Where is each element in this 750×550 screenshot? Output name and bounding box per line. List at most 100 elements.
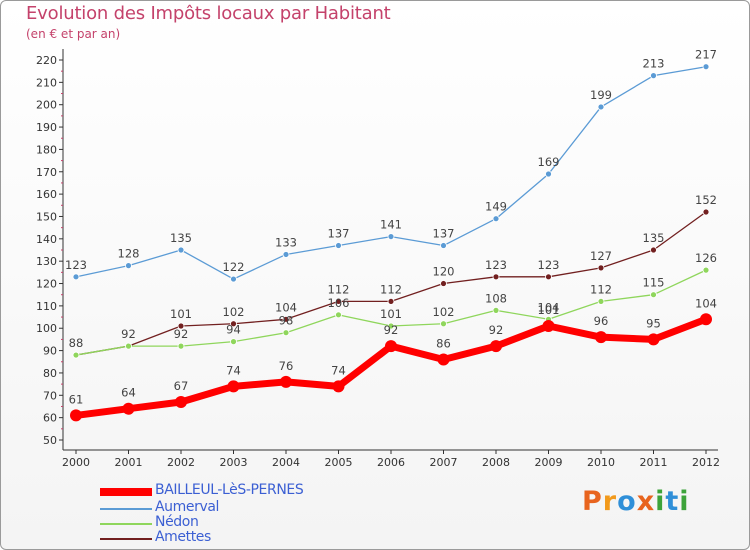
- data-point: [387, 322, 395, 330]
- data-label: 120: [433, 265, 455, 279]
- y-tick-label: 150: [36, 210, 57, 223]
- data-point: [177, 342, 185, 350]
- y-tick-label: 70: [43, 389, 57, 402]
- data-point: [702, 63, 710, 71]
- data-label: 102: [433, 305, 455, 319]
- data-label: 101: [538, 303, 560, 317]
- chart-title: Evolution des Impôts locaux par Habitant: [26, 3, 391, 24]
- data-label: 123: [485, 258, 507, 272]
- data-label: 199: [590, 88, 612, 102]
- y-tick-label: 90: [43, 345, 57, 358]
- y-tick-label: 200: [36, 99, 57, 112]
- data-point: [597, 264, 605, 272]
- data-label: 96: [594, 314, 609, 328]
- x-tick-label: 2002: [167, 456, 195, 469]
- y-tick-label: 110: [36, 300, 57, 313]
- y-tick-label: 60: [43, 412, 57, 425]
- data-label: 217: [695, 48, 717, 62]
- data-point: [335, 298, 342, 305]
- data-label: 76: [279, 359, 294, 373]
- y-tick-label: 220: [36, 54, 57, 67]
- data-point: [650, 72, 657, 80]
- data-point: [650, 246, 657, 254]
- data-label: 106: [328, 296, 350, 310]
- x-tick-label: 2005: [325, 456, 353, 469]
- data-point: [492, 273, 500, 281]
- data-point: [595, 331, 607, 344]
- x-tick-label: 2008: [482, 456, 510, 469]
- y-tick-label: 180: [36, 143, 57, 156]
- data-point: [72, 273, 80, 281]
- logo-letter: i: [655, 486, 666, 517]
- x-tick-label: 2012: [692, 456, 720, 469]
- legend-label: Aumerval: [155, 499, 220, 515]
- x-tick-label: 2010: [587, 456, 615, 469]
- legend-swatch: [100, 523, 152, 525]
- data-point: [492, 215, 500, 223]
- x-tick-label: 2011: [640, 456, 668, 469]
- x-tick-label: 2009: [535, 456, 563, 469]
- logo-letter: i: [679, 486, 690, 517]
- data-label: 137: [433, 227, 455, 241]
- data-point: [122, 402, 135, 415]
- data-point: [387, 298, 395, 305]
- data-point: [230, 320, 237, 328]
- data-label: 108: [485, 291, 507, 305]
- data-label: 112: [328, 282, 350, 296]
- data-label: 92: [489, 323, 504, 337]
- legend-label: BAILLEUL-LèS-PERNES: [155, 482, 304, 498]
- data-point: [490, 340, 502, 353]
- data-label: 213: [643, 57, 665, 71]
- data-label: 92: [384, 323, 399, 337]
- data-point: [440, 242, 447, 249]
- data-label: 74: [226, 363, 241, 377]
- data-label: 95: [646, 316, 661, 330]
- data-point: [177, 322, 185, 330]
- data-label: 104: [695, 296, 717, 310]
- data-label: 135: [643, 231, 665, 245]
- y-tick-label: 160: [36, 188, 57, 201]
- y-tick-label: 80: [43, 367, 57, 380]
- y-tick-label: 170: [36, 166, 57, 179]
- data-point: [387, 233, 395, 240]
- data-point: [282, 315, 290, 323]
- data-label: 128: [118, 247, 140, 261]
- data-label: 133: [275, 235, 297, 249]
- data-point: [335, 242, 342, 249]
- data-point: [545, 273, 552, 281]
- data-label: 86: [436, 337, 451, 351]
- y-tick-label: 50: [43, 434, 57, 447]
- data-point: [227, 380, 240, 393]
- data-label: 67: [174, 379, 189, 393]
- data-point: [597, 103, 605, 111]
- data-label: 126: [695, 251, 717, 265]
- data-point: [72, 351, 80, 359]
- data-label: 112: [380, 282, 402, 296]
- data-label: 112: [590, 282, 612, 296]
- data-point: [542, 320, 555, 332]
- legend-label: Amettes: [155, 529, 211, 545]
- data-point: [492, 306, 500, 314]
- data-point: [175, 396, 187, 408]
- data-point: [282, 329, 290, 337]
- data-point: [437, 353, 450, 366]
- data-point: [125, 262, 132, 270]
- x-tick-label: 2004: [272, 456, 300, 469]
- data-point: [440, 280, 447, 287]
- data-point: [70, 409, 82, 422]
- data-point: [650, 291, 657, 299]
- data-label: 104: [538, 300, 560, 314]
- x-tick-label: 2007: [430, 456, 458, 469]
- proxiti-logo: Proxiti: [582, 486, 690, 517]
- logo-letter: o: [617, 486, 637, 517]
- legend-label: Nédon: [155, 514, 199, 530]
- data-point: [230, 338, 237, 346]
- data-label: 88: [69, 336, 84, 350]
- data-point: [385, 340, 397, 353]
- data-point: [332, 380, 345, 393]
- y-tick-label: 120: [36, 278, 57, 291]
- data-point: [177, 246, 185, 254]
- data-point: [597, 298, 605, 305]
- data-label: 115: [643, 276, 665, 290]
- data-label: 101: [380, 307, 402, 321]
